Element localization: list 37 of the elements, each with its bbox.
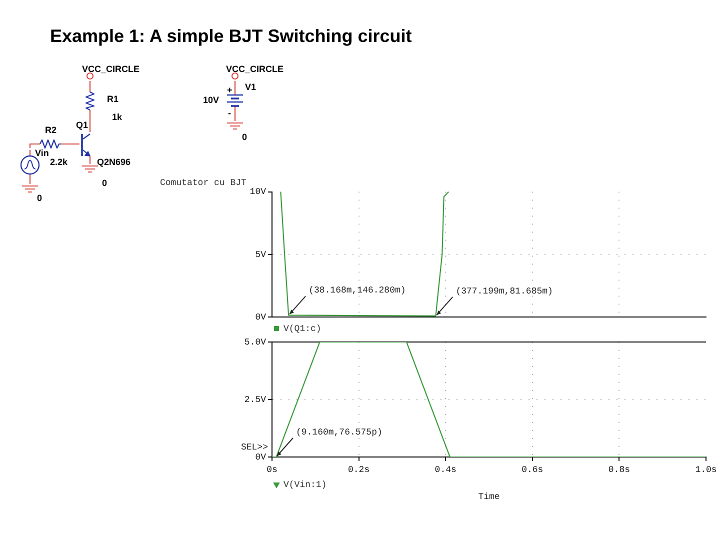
x-tick-label: 0.6s: [522, 464, 544, 475]
annotation: (9.160m,76.575p): [296, 427, 382, 438]
x-tick-label: 1.0s: [695, 464, 717, 475]
x-tick-label: 0s: [266, 464, 278, 475]
text: 0: [102, 178, 108, 188]
text: Q2N696: [97, 157, 131, 167]
text: Vin: [35, 148, 49, 158]
y-tick-label: 5V: [255, 250, 267, 260]
x-tick-label: 0.8s: [608, 464, 630, 475]
chart-title: Comutator cu BJT: [160, 178, 248, 188]
text: VCC_CIRCLE: [226, 64, 284, 74]
text: R1: [107, 94, 119, 104]
x-tick-label: 0.4s: [434, 464, 456, 475]
legend-label: V(Vin:1): [284, 480, 327, 490]
y-tick-label: 0V: [255, 312, 267, 322]
text: -: [228, 108, 231, 118]
text: Q1: [76, 120, 88, 130]
text: 0: [242, 132, 248, 142]
y-tick-label: 2.5V: [244, 394, 267, 405]
y-tick-label: 10V: [250, 187, 267, 198]
x-tick-label: 0.2s: [348, 464, 370, 475]
text: 0: [37, 193, 42, 203]
annotation: (38.168m,146.280m): [308, 286, 406, 296]
text: +: [227, 85, 232, 95]
text: Example 1: A simple BJT Switching circuit: [50, 25, 412, 47]
text: V1: [245, 82, 256, 92]
text: VCC_CIRCLE: [82, 64, 140, 74]
annotation: (377.199m,81.685m): [456, 286, 553, 296]
text: 2.2k: [50, 157, 68, 167]
legend-label: V(Q1:c): [284, 324, 322, 334]
text: R2: [45, 125, 57, 135]
y-tick-label: 0V: [255, 452, 267, 462]
x-axis-title: Time: [478, 492, 500, 502]
text: SEL>>: [240, 442, 268, 452]
y-tick-label: 5.0V: [244, 337, 267, 348]
text: 1k: [112, 112, 122, 122]
text: 10V: [203, 95, 220, 105]
